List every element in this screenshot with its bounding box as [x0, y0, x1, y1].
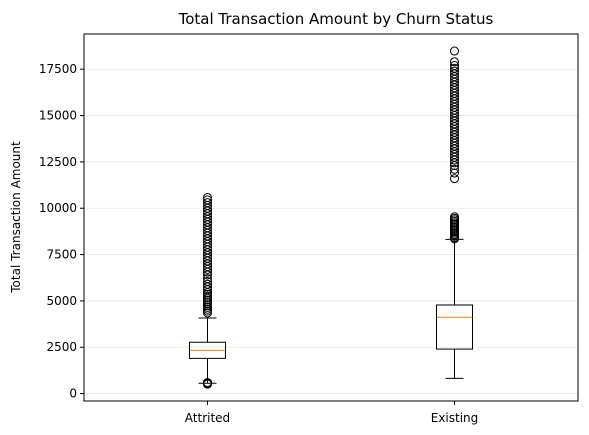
outlier-point: [450, 61, 459, 71]
outlier-point: [450, 57, 459, 67]
box-plots: [189, 46, 473, 389]
outlier-point: [203, 274, 212, 284]
chart-title: Total Transaction Amount by Churn Status: [178, 10, 494, 28]
grid-lines: [84, 68, 578, 394]
outlier-point: [450, 63, 459, 73]
x-tick-label: Existing: [431, 411, 479, 425]
outlier-point: [203, 195, 212, 205]
outlier-point: [450, 46, 459, 56]
outlier-point: [450, 212, 459, 222]
outlier-point: [450, 164, 459, 174]
y-tick-label: 2500: [46, 340, 77, 354]
outlier-point: [203, 377, 212, 387]
y-tick-label: 12500: [39, 155, 77, 169]
y-tick-label: 15000: [39, 109, 77, 123]
y-tick-label: 17500: [39, 62, 77, 76]
outlier-point: [203, 276, 212, 286]
outlier-point: [203, 198, 212, 208]
outlier-point: [203, 192, 212, 202]
box-existing: [436, 304, 473, 350]
y-tick-label: 10000: [39, 201, 77, 215]
x-tick-label: Attrited: [185, 411, 230, 425]
outlier-point: [203, 279, 212, 289]
outlier-point: [450, 168, 459, 178]
outlier-point: [450, 174, 459, 184]
outlier-point: [450, 66, 459, 76]
y-tick-label: 5000: [46, 294, 77, 308]
y-tick-label: 0: [69, 387, 77, 401]
y-tick-label: 7500: [46, 248, 77, 262]
y-axis-label: Total Transaction Amount: [9, 141, 23, 294]
plot-frame: [83, 33, 579, 402]
axes: 0 2500 5000 7500 10000 12500 15000 17500 Attrite…: [39, 33, 579, 425]
